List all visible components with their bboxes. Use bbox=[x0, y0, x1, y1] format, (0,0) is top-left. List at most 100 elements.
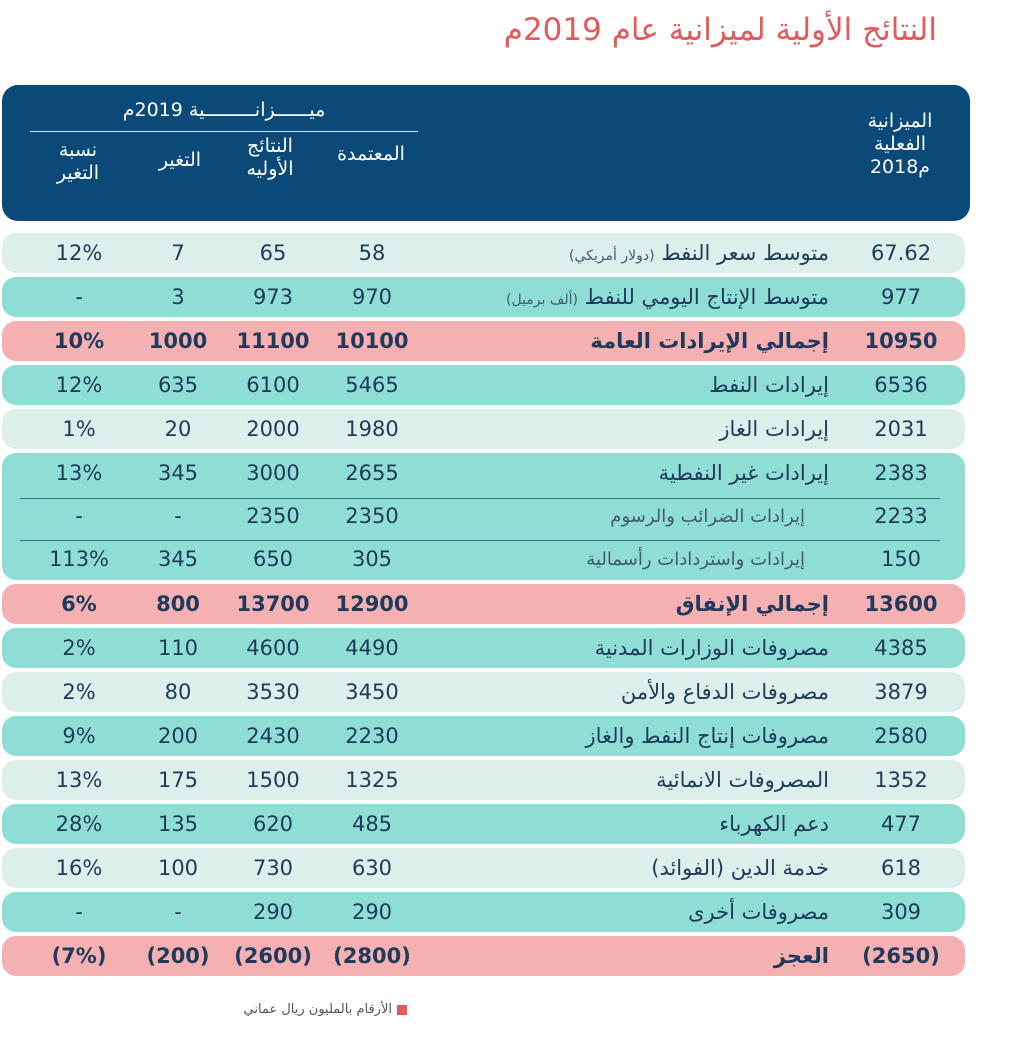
cell-approved: 290 bbox=[351, 900, 393, 924]
cell-preliminary: (2600) bbox=[234, 944, 312, 968]
cell-approved: 305 bbox=[351, 547, 393, 571]
cell-actual: 618 bbox=[880, 856, 922, 880]
cell-change-pct: - bbox=[75, 285, 83, 309]
row-label: إجمالي الإيرادات العامة bbox=[590, 329, 829, 353]
cell-actual: 150 bbox=[880, 547, 922, 571]
table-row: 4385 مصروفات الوزارات المدنية 4490 4600 … bbox=[2, 628, 965, 668]
unit-note: (ألف برميل) bbox=[505, 292, 578, 308]
row-label: إيرادات النفط bbox=[709, 373, 829, 397]
cell-change: 1000 bbox=[148, 329, 208, 353]
header-change: التغير bbox=[158, 149, 202, 171]
cell-change-pct: 2% bbox=[62, 680, 96, 704]
cell-approved: 5465 bbox=[345, 373, 399, 397]
cell-preliminary: 290 bbox=[252, 900, 294, 924]
table-row: 2031 إيرادات الغاز 1980 2000 20 1% bbox=[2, 409, 965, 449]
cell-approved: 4490 bbox=[345, 636, 399, 660]
cell-change: 135 bbox=[157, 812, 199, 836]
unit-note: (دولار أمريكي) bbox=[569, 248, 655, 264]
row-label: خدمة الدين (الفوائد) bbox=[651, 856, 829, 880]
cell-approved: 970 bbox=[351, 285, 393, 309]
cell-change: 110 bbox=[157, 636, 199, 660]
cell-actual: (2650) bbox=[862, 944, 940, 968]
cell-actual: 2233 bbox=[874, 504, 928, 528]
cell-change-pct: 1% bbox=[62, 417, 96, 441]
cell-preliminary: 620 bbox=[252, 812, 294, 836]
cell-change: - bbox=[174, 504, 182, 528]
cell-actual: 977 bbox=[880, 285, 922, 309]
row-divider bbox=[20, 540, 940, 541]
row-label: إجمالي الإنفاق bbox=[675, 592, 829, 616]
cell-change: 175 bbox=[157, 768, 199, 792]
cell-actual: 13600 bbox=[864, 592, 938, 616]
cell-preliminary: 3000 bbox=[246, 461, 300, 485]
cell-change: 345 bbox=[157, 461, 199, 485]
legend-square-icon bbox=[397, 1004, 407, 1015]
table-row-total-spending: 13600 إجمالي الإنفاق 12900 13700 800 6% bbox=[2, 584, 965, 624]
row-label: إيرادات الغاز bbox=[719, 417, 829, 441]
cell-actual: 6536 bbox=[874, 373, 928, 397]
row-divider bbox=[20, 498, 940, 499]
cell-approved: 1980 bbox=[345, 417, 399, 441]
cell-change-pct: 113% bbox=[48, 547, 110, 571]
cell-preliminary: 730 bbox=[252, 856, 294, 880]
row-label: إيرادات واستردادات رأسمالية bbox=[586, 549, 805, 570]
cell-approved: 12900 bbox=[335, 592, 409, 616]
cell-preliminary: 973 bbox=[252, 285, 294, 309]
cell-approved: 58 bbox=[358, 241, 386, 265]
non-oil-revenue-block: 2383 إيرادات غير النفطية 2655 3000 345 1… bbox=[2, 453, 965, 580]
table-row: 3879 مصروفات الدفاع والأمن 3450 3530 80 … bbox=[2, 672, 965, 712]
cell-change-pct: 28% bbox=[55, 812, 103, 836]
cell-preliminary: 11100 bbox=[236, 329, 310, 353]
row-label: دعم الكهرباء bbox=[719, 812, 829, 836]
header-group-divider bbox=[30, 131, 418, 132]
table-header: الميزانية الفعلية 2018م ميــــــزانـــــ… bbox=[2, 85, 970, 221]
cell-change: 7 bbox=[171, 241, 185, 265]
cell-preliminary: 13700 bbox=[236, 592, 310, 616]
table-row-total-revenue: 10950 إجمالي الإيرادات العامة 10100 1110… bbox=[2, 321, 965, 361]
cell-preliminary: 6100 bbox=[246, 373, 300, 397]
cell-approved: 1325 bbox=[345, 768, 399, 792]
cell-preliminary: 3530 bbox=[246, 680, 300, 704]
cell-actual: 477 bbox=[880, 812, 922, 836]
cell-change: 3 bbox=[171, 285, 185, 309]
table-row: 6536 إيرادات النفط 5465 6100 635 12% bbox=[2, 365, 965, 405]
header-change-pct: نسبة التغير bbox=[56, 139, 100, 184]
cell-change-pct: 6% bbox=[61, 592, 97, 616]
row-label: متوسط الإنتاج اليومي للنفط (ألف برميل) bbox=[505, 285, 829, 309]
table-row: 477 دعم الكهرباء 485 620 135 28% bbox=[2, 804, 965, 844]
cell-change-pct: - bbox=[75, 504, 83, 528]
footnote: الأرقام بالمليون ريال عماني bbox=[244, 1002, 407, 1017]
table-row-deficit: (2650) العجز (2800) (2600) (200) (7%) bbox=[2, 936, 965, 976]
row-label: إيرادات الضرائب والرسوم bbox=[610, 506, 805, 527]
cell-change: 800 bbox=[156, 592, 200, 616]
cell-change: 200 bbox=[157, 724, 199, 748]
cell-change: - bbox=[174, 900, 182, 924]
table-row: 977 متوسط الإنتاج اليومي للنفط (ألف برمي… bbox=[2, 277, 965, 317]
header-actual-budget: الميزانية الفعلية 2018م bbox=[867, 110, 933, 178]
cell-approved: 2350 bbox=[345, 504, 399, 528]
cell-preliminary: 650 bbox=[252, 547, 294, 571]
header-budget-2019: ميــــــزانـــــــــية 2019م bbox=[122, 99, 326, 121]
cell-preliminary: 2000 bbox=[246, 417, 300, 441]
table-row: 1352 المصروفات الانمائية 1325 1500 175 1… bbox=[2, 760, 965, 800]
cell-approved: 3450 bbox=[345, 680, 399, 704]
page-title: النتائج الأولية لميزانية عام 2019م bbox=[503, 12, 937, 48]
cell-change-pct: 13% bbox=[55, 461, 103, 485]
cell-actual: 4385 bbox=[874, 636, 928, 660]
cell-change-pct: (7%) bbox=[51, 944, 107, 968]
cell-preliminary: 2350 bbox=[246, 504, 300, 528]
cell-change-pct: 2% bbox=[62, 636, 96, 660]
table-row: 309 مصروفات أخرى 290 290 - - bbox=[2, 892, 965, 932]
row-label: متوسط سعر النفط (دولار أمريكي) bbox=[569, 241, 829, 265]
row-label: مصروفات الدفاع والأمن bbox=[620, 680, 829, 704]
row-label: إيرادات غير النفطية bbox=[658, 461, 829, 485]
cell-actual: 67.62 bbox=[870, 241, 932, 265]
cell-actual: 2383 bbox=[874, 461, 928, 485]
cell-approved: 2230 bbox=[345, 724, 399, 748]
cell-change-pct: 16% bbox=[55, 856, 103, 880]
cell-actual: 3879 bbox=[874, 680, 928, 704]
cell-change: 345 bbox=[157, 547, 199, 571]
cell-preliminary: 4600 bbox=[246, 636, 300, 660]
row-label: العجز bbox=[773, 944, 829, 968]
row-label: مصروفات إنتاج النفط والغاز bbox=[585, 724, 829, 748]
